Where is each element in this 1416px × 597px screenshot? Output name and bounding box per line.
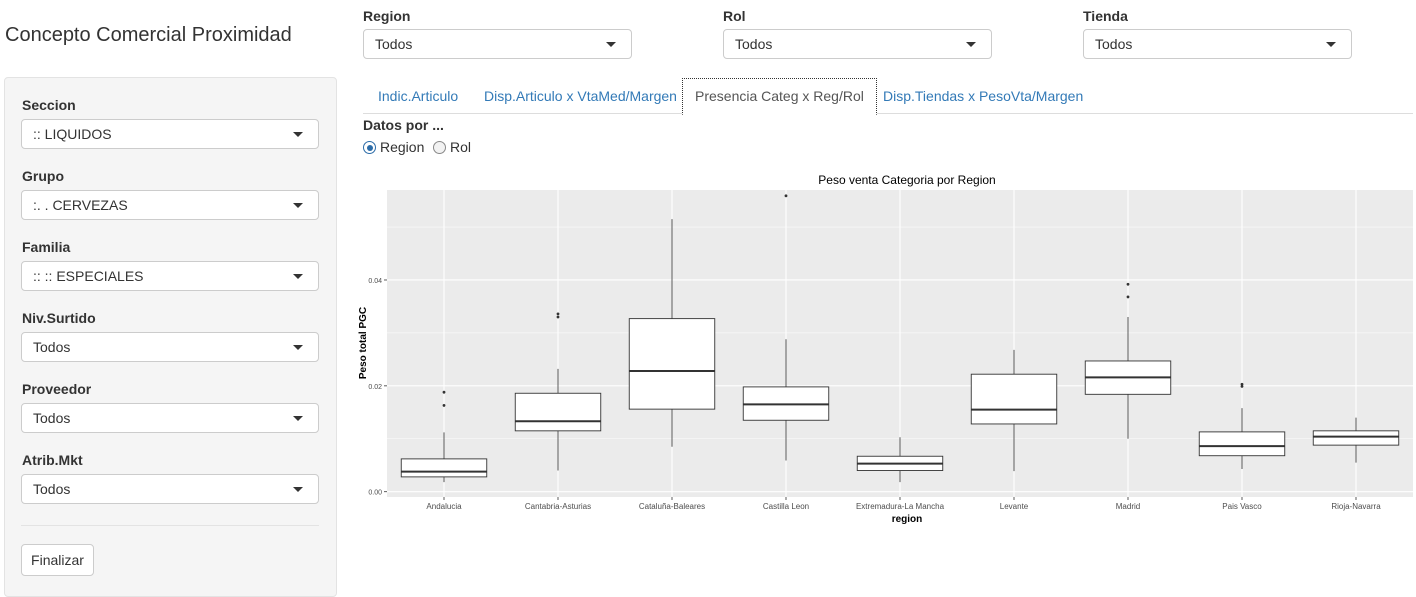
sidebar-divider: [21, 525, 319, 526]
y-axis: 0.00 0.02 0.04: [368, 278, 387, 497]
familia-value: :: :: ESPECIALES: [33, 268, 144, 284]
chevron-down-icon: [293, 416, 303, 421]
outlier-point: [442, 404, 446, 407]
tienda-select[interactable]: Todos: [1083, 29, 1352, 59]
proveedor-value: Todos: [33, 410, 71, 426]
familia-select[interactable]: :: :: ESPECIALES: [21, 261, 319, 291]
chevron-down-icon: [293, 203, 303, 208]
outlier-point: [556, 312, 560, 316]
chevron-down-icon: [293, 345, 303, 350]
x-tick-label: Levante: [1000, 502, 1029, 511]
chevron-down-icon: [966, 42, 976, 47]
niv-surtido-select[interactable]: Todos: [21, 332, 319, 362]
grupo-select[interactable]: :. . CERVEZAS: [21, 190, 319, 220]
radio-rol-label: Rol: [450, 139, 472, 155]
seccion-select[interactable]: :: LIQUIDOS: [21, 119, 319, 149]
tab-disp-tiendas[interactable]: Disp.Tiendas x PesoVta/Margen: [883, 88, 1084, 104]
box: [1198, 431, 1286, 457]
y-tick-label: 0.02: [368, 384, 382, 391]
app-title: Concepto Comercial Proximidad: [5, 24, 292, 46]
tab-presencia-categ[interactable]: Presencia Categ x Reg/Rol: [682, 78, 877, 115]
seccion-label: Seccion: [22, 97, 76, 113]
radio-region-label: Region: [380, 139, 425, 155]
tienda-value: Todos: [1095, 36, 1133, 52]
rol-select[interactable]: Todos: [723, 29, 992, 59]
x-tick-label: Andalucia: [426, 502, 462, 511]
box: [514, 392, 602, 432]
outlier-point: [1126, 295, 1130, 299]
chevron-down-icon: [293, 487, 303, 492]
x-tick-label: Madrid: [1116, 502, 1140, 511]
proveedor-select[interactable]: Todos: [21, 403, 319, 433]
datos-por-label: Datos por ...: [363, 117, 444, 133]
grupo-label: Grupo: [22, 168, 64, 184]
box: [970, 373, 1058, 425]
x-axis-label: region: [892, 514, 923, 525]
boxplot-chart: Peso venta Categoria por Region 0.00 0.02…: [358, 173, 1413, 525]
x-axis: Andalucia Cantabria-Asturias Cataluña-Bale…: [426, 497, 1381, 511]
x-tick-label: Cantabria-Asturias: [525, 502, 591, 511]
outlier-point: [1240, 384, 1244, 388]
finalizar-button[interactable]: Finalizar: [21, 544, 94, 576]
sidebar-panel: Seccion :: LIQUIDOS Grupo :. . CERVEZAS …: [4, 77, 337, 597]
rol-value: Todos: [735, 36, 773, 52]
atrib-mkt-value: Todos: [33, 481, 71, 497]
x-tick-label: Castilla Leon: [763, 502, 809, 511]
seccion-value: :: LIQUIDOS: [33, 126, 112, 142]
y-tick-label: 0.00: [368, 490, 382, 497]
niv-surtido-label: Niv.Surtido: [22, 310, 96, 326]
region-value: Todos: [375, 36, 413, 52]
radio-unselected-icon: [433, 141, 446, 154]
radio-region[interactable]: Region: [363, 139, 424, 155]
box: [628, 318, 716, 410]
x-tick-label: Pais Vasco: [1222, 502, 1262, 511]
outlier-point: [1126, 282, 1130, 286]
chevron-down-icon: [293, 274, 303, 279]
grupo-value: :. . CERVEZAS: [33, 197, 128, 213]
familia-label: Familia: [22, 239, 71, 255]
proveedor-label: Proveedor: [22, 381, 92, 397]
chart-title: Peso venta Categoria por Region: [818, 173, 995, 187]
tab-disp-articulo[interactable]: Disp.Articulo x VtaMed/Margen: [484, 88, 677, 104]
region-select[interactable]: Todos: [363, 29, 632, 59]
region-label: Region: [363, 8, 411, 24]
atrib-mkt-label: Atrib.Mkt: [22, 452, 83, 468]
x-tick-label: Rioja-Navarra: [1331, 502, 1381, 511]
box: [400, 458, 488, 478]
x-tick-label: Cataluña-Baleares: [639, 502, 705, 511]
tab-bar: Indic.Articulo Disp.Articulo x VtaMed/Ma…: [363, 78, 1413, 115]
radio-selected-icon: [363, 141, 376, 154]
rol-label: Rol: [723, 8, 746, 24]
outlier-point: [442, 390, 446, 394]
chevron-down-icon: [293, 132, 303, 137]
outlier-point: [784, 194, 788, 198]
chevron-down-icon: [1326, 42, 1336, 47]
boxes-layer: [400, 194, 1400, 483]
y-axis-label: Peso total PGC: [358, 307, 369, 379]
niv-surtido-value: Todos: [33, 339, 71, 355]
tab-indic-articulo[interactable]: Indic.Articulo: [378, 88, 459, 104]
chevron-down-icon: [606, 42, 616, 47]
y-tick-label: 0.04: [368, 278, 382, 285]
tienda-label: Tienda: [1083, 8, 1128, 24]
outlier-point: [1240, 382, 1244, 386]
outlier-point: [556, 315, 560, 319]
x-tick-label: Extremadura-La Mancha: [856, 502, 945, 511]
box: [1312, 430, 1400, 446]
radio-rol[interactable]: Rol: [433, 139, 471, 155]
atrib-mkt-select[interactable]: Todos: [21, 474, 319, 504]
